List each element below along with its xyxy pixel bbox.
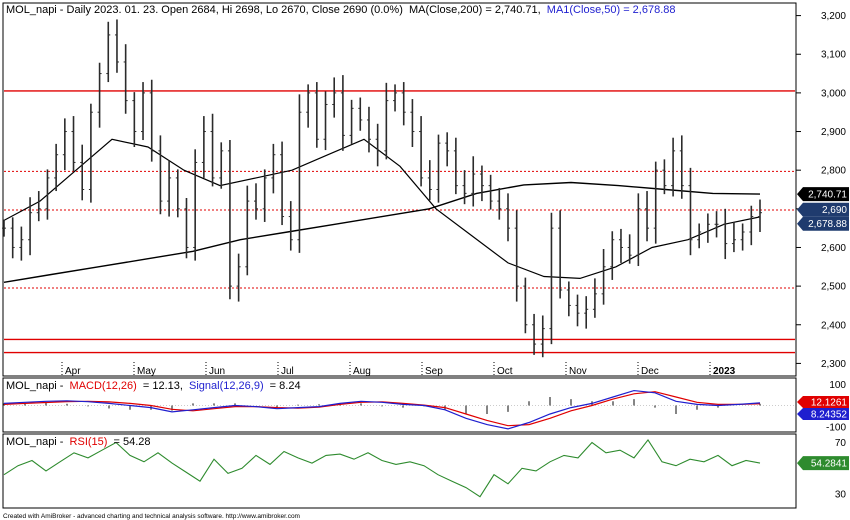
rsi-name: RSI(15)	[70, 436, 108, 448]
value-tag-label: 2,690	[822, 205, 847, 216]
y-tick-label: 2,600	[821, 243, 846, 254]
macd-line	[3, 389, 761, 430]
rsi-line	[3, 438, 761, 498]
macd-y-tick-label: -100	[826, 422, 846, 433]
month-label: 2023	[713, 366, 736, 377]
rsi-y-tick-label: 30	[835, 490, 847, 501]
y-tick-label: 3,100	[821, 50, 846, 61]
y-tick-label: 2,300	[821, 359, 846, 370]
macd-title-prefix: MOL_napi -	[6, 380, 64, 392]
month-label: Apr	[65, 366, 81, 377]
current-value-tags: 2,740.71 2,690 2,678.88	[797, 187, 849, 231]
macd-value-tag	[797, 408, 849, 420]
macd-name: MACD(12,26)	[70, 380, 137, 392]
rsi-y-tick-label: 70	[835, 438, 847, 449]
horizontal-levels	[4, 90, 795, 354]
month-label: Dec	[641, 366, 659, 377]
month-label: Jul	[281, 366, 294, 377]
ma50-line	[3, 138, 761, 280]
value-tag	[797, 216, 849, 231]
price-panel	[2, 2, 797, 377]
month-label: Jun	[209, 366, 225, 377]
rsi-title: MOL_napi - RSI(15) = 54.28	[6, 436, 151, 448]
moving-averages	[3, 138, 761, 283]
price-title: MOL_napi - Daily 2023. 01. 23. Open 2684…	[6, 4, 676, 16]
y-tick-label: 2,500	[821, 282, 846, 293]
value-tag	[797, 187, 849, 202]
macd-value: = 12.13,	[143, 380, 183, 392]
macd-title: MOL_napi - MACD(12,26) = 12.13, Signal(1…	[6, 380, 301, 392]
y-tick-label: 2,800	[821, 166, 846, 177]
macd-value-tag-label: 8.24352	[811, 410, 848, 421]
macd-y-tick-label: 100	[829, 380, 846, 391]
price-title-main: MOL_napi - Daily 2023. 01. 23. Open 2684…	[6, 4, 403, 16]
y-tick-label: 3,000	[821, 88, 846, 99]
price-bars	[2, 19, 762, 358]
month-label: Sep	[425, 366, 443, 377]
month-label: Aug	[353, 366, 371, 377]
signal-name: Signal(12,26,9)	[189, 380, 264, 392]
date-axis: Apr May Jun Jul Aug Sep Oct Nov Dec 2023	[61, 362, 736, 377]
rsi-plot: 70 30 54.2841	[3, 438, 849, 501]
value-tag	[797, 202, 849, 217]
y-tick-label: 2,400	[821, 320, 846, 331]
ma200-line	[3, 181, 761, 283]
footer-credit: Created with AmiBroker - advanced charti…	[3, 513, 300, 520]
rsi-value-tag-label: 54.2841	[811, 459, 848, 470]
rsi-title-prefix: MOL_napi -	[6, 436, 64, 448]
month-label: Nov	[569, 366, 587, 377]
rsi-value-tag	[797, 456, 849, 471]
rsi-panel	[2, 433, 797, 509]
value-tag-label: 2,740.71	[808, 190, 847, 201]
macd-value-tag	[797, 396, 849, 408]
month-label: Oct	[497, 366, 513, 377]
y-tick-label: 3,200	[821, 11, 846, 22]
value-tag-label: 2,678.88	[808, 219, 847, 230]
signal-value: = 8.24	[270, 380, 301, 392]
ma50-label: MA1(Close,50) = 2,678.88	[547, 4, 676, 16]
ma200-label: MA(Close,200) = 2,740.71,	[409, 4, 541, 16]
month-label: May	[137, 366, 156, 377]
macd-panel	[2, 377, 797, 433]
rsi-value: = 54.28	[114, 436, 151, 448]
macd-value-tag-label: 12.1261	[811, 398, 848, 409]
y-tick-label: 2,900	[821, 127, 846, 138]
